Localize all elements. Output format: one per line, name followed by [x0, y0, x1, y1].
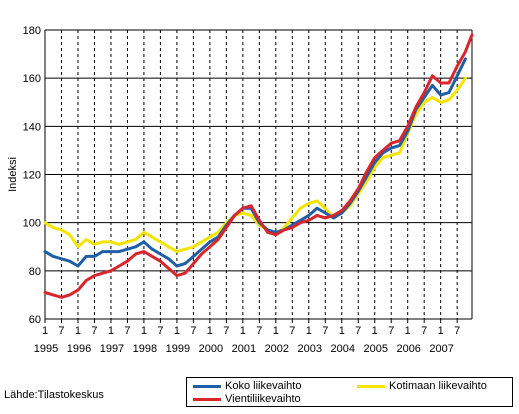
x-month-label: 7 [355, 325, 361, 337]
series-layer [43, 33, 474, 299]
x-month-label: 1 [42, 325, 48, 337]
x-month-label: 1 [306, 325, 312, 337]
x-month-label: 7 [388, 325, 394, 337]
grid-layer [45, 29, 472, 319]
legend-label-kotimaan: Kotimaan liikevaihto [389, 380, 487, 392]
legend-swatch-kotimaan [357, 384, 385, 388]
x-month-label: 7 [124, 325, 130, 337]
x-month-label: 7 [322, 325, 328, 337]
x-month-label: 1 [438, 325, 444, 337]
x-month-label: 1 [372, 325, 378, 337]
source-note: Lähde:Tilastokeskus [4, 389, 104, 401]
legend: Koko liikevaihto Kotimaan liikevaihto Vi… [186, 377, 513, 407]
x-month-label: 7 [256, 325, 262, 337]
y-tick-label: 160 [23, 73, 41, 85]
series-line-vientiliikevaihto [43, 33, 474, 299]
x-year-label: 2001 [232, 343, 256, 355]
x-month-label: 1 [207, 325, 213, 337]
x-year-label: 2006 [396, 343, 420, 355]
x-year-label: 2002 [265, 343, 289, 355]
series-line-kotimaan-liikevaihto [43, 76, 467, 254]
x-month-label: 1 [174, 325, 180, 337]
legend-item-vienti: Vientiliikevaihto [193, 393, 301, 405]
x-month-label: 1 [405, 325, 411, 337]
x-month-label: 7 [289, 325, 295, 337]
x-month-label: 1 [339, 325, 345, 337]
x-year-label: 1996 [67, 343, 91, 355]
legend-label-koko: Koko liikevaihto [225, 380, 302, 392]
x-month-label: 7 [223, 325, 229, 337]
x-month-label: 1 [141, 325, 147, 337]
legend-swatch-koko [193, 384, 221, 388]
x-month-label: 1 [75, 325, 81, 337]
series-line-koko-liikevaihto [43, 57, 467, 268]
y-tick-label: 120 [23, 170, 41, 182]
x-month-label: 7 [157, 325, 163, 337]
y-tick-label: 100 [23, 218, 41, 230]
x-year-label: 2000 [199, 343, 223, 355]
axis-layer [44, 29, 473, 323]
x-month-label: 7 [454, 325, 460, 337]
x-month-label: 1 [273, 325, 279, 337]
x-month-label: 7 [91, 325, 97, 337]
legend-label-vienti: Vientiliikevaihto [225, 393, 301, 405]
y-axis-label: Indeksi [7, 157, 19, 192]
x-month-label: 1 [240, 325, 246, 337]
x-month-label: 1 [108, 325, 114, 337]
x-year-label: 1998 [133, 343, 157, 355]
x-year-label: 2007 [429, 343, 453, 355]
x-year-label: 1997 [100, 343, 124, 355]
x-year-label: 2005 [363, 343, 387, 355]
y-tick-label: 60 [29, 314, 41, 326]
y-tick-label: 80 [29, 266, 41, 278]
x-month-label: 7 [58, 325, 64, 337]
x-year-label: 1999 [166, 343, 190, 355]
legend-item-koko: Koko liikevaihto [193, 380, 301, 392]
legend-item-kotimaan: Kotimaan liikevaihto [357, 380, 487, 392]
x-year-label: 2004 [331, 343, 355, 355]
x-month-label: 7 [190, 325, 196, 337]
x-year-label: 2003 [298, 343, 322, 355]
x-month-label: 7 [421, 325, 427, 337]
y-tick-label: 140 [23, 121, 41, 133]
legend-swatch-vienti [193, 397, 221, 401]
x-year-label: 1995 [34, 343, 58, 355]
y-tick-label: 180 [23, 25, 41, 37]
